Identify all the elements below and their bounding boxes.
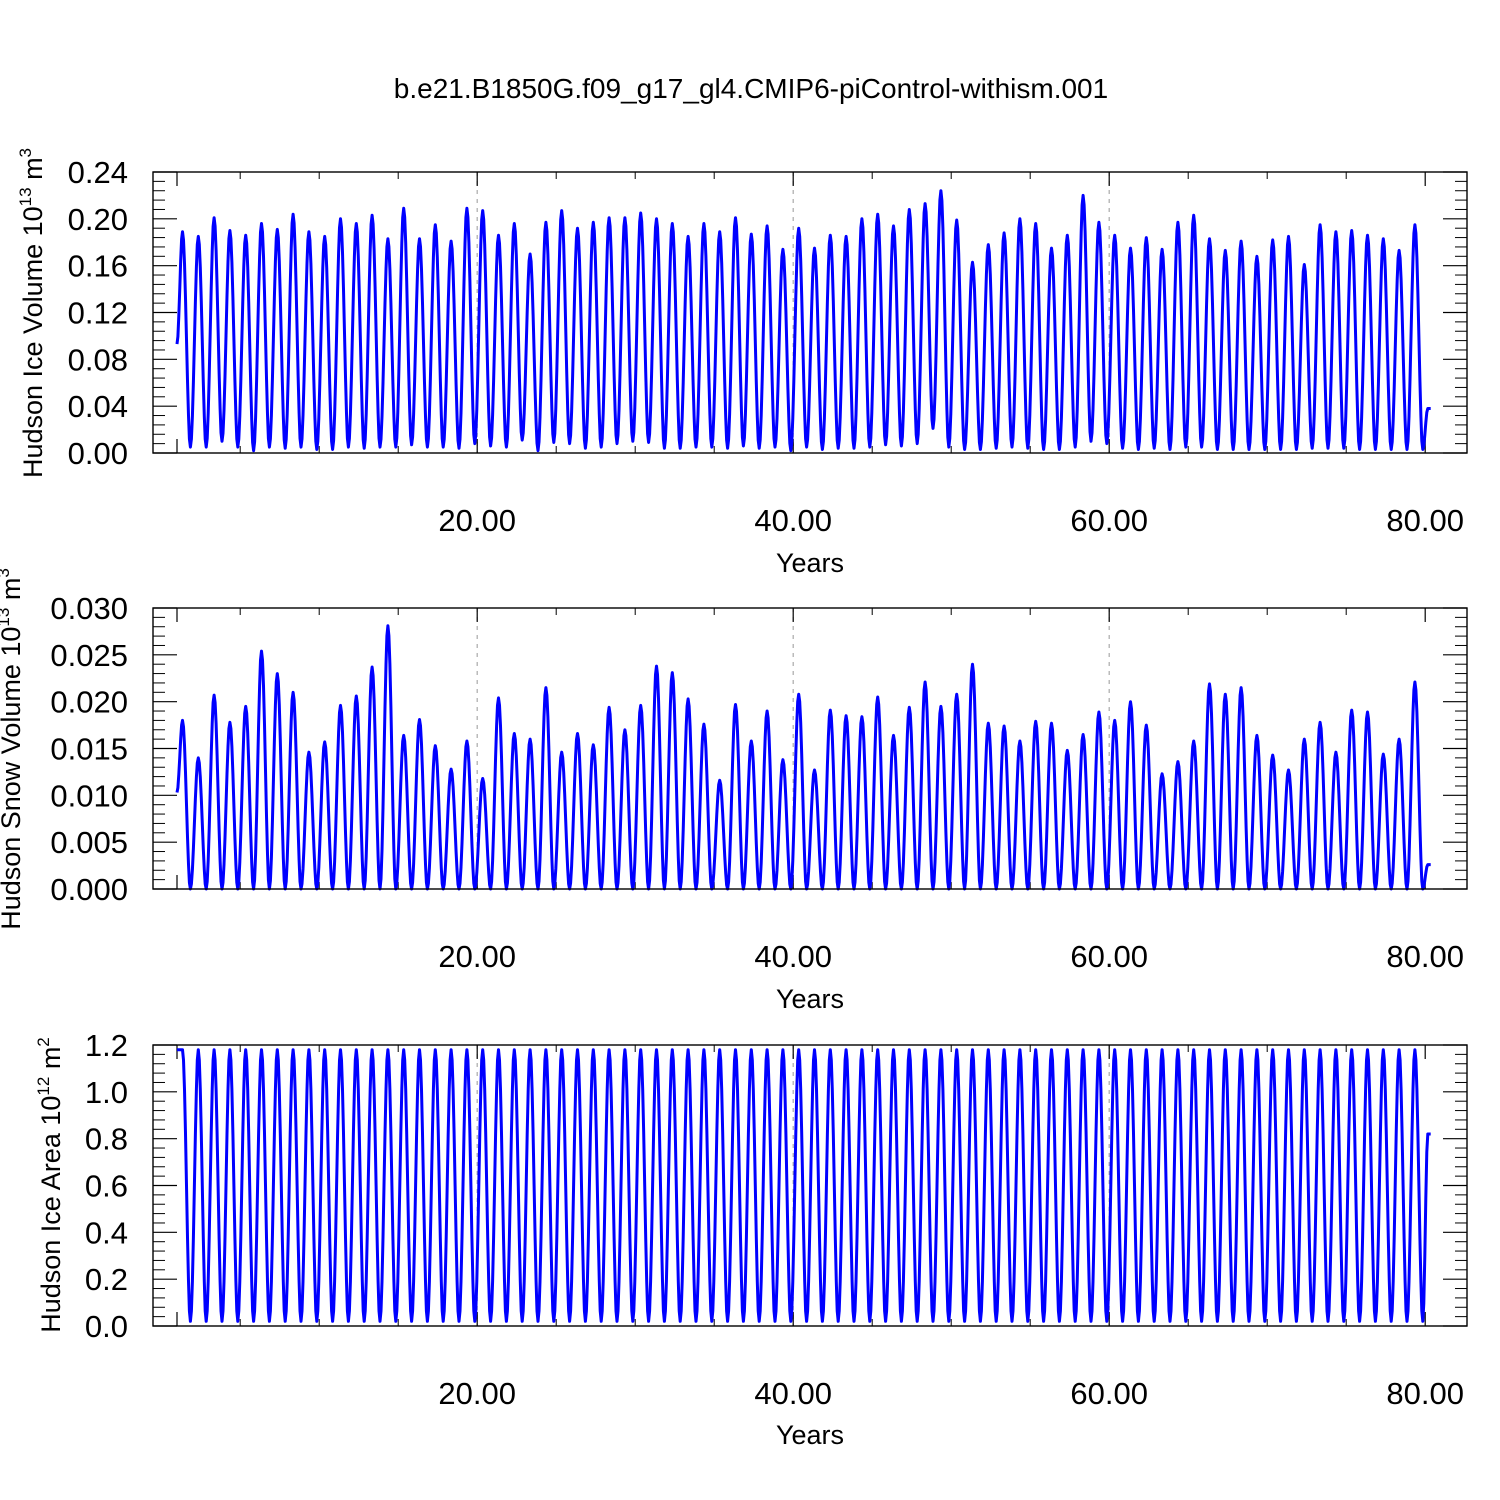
y-tick-label: 1.0 bbox=[85, 1075, 128, 1110]
x-tick-label: 80.00 bbox=[1386, 1376, 1464, 1411]
y-tick-label: 0.8 bbox=[85, 1122, 128, 1157]
x-tick-label: 60.00 bbox=[1070, 939, 1148, 974]
y-tick-label: 0.16 bbox=[68, 249, 128, 284]
y-axis-label: Hudson Snow Volume 1013 m3 bbox=[0, 568, 26, 930]
plot-frame bbox=[152, 1044, 1468, 1327]
y-axis-label: Hudson Ice Area 1012 m2 bbox=[34, 1037, 66, 1333]
panel-ice-volume: Years Hudson Ice Volume 1013 m3 20.00 40.… bbox=[16, 148, 1468, 578]
x-tick-label: 80.00 bbox=[1386, 503, 1464, 538]
y-tick-label: 0.020 bbox=[50, 685, 128, 720]
y-tick-label: 0.010 bbox=[50, 778, 128, 813]
y-tick-label: 0.12 bbox=[68, 296, 128, 331]
x-tick-label: 40.00 bbox=[754, 503, 832, 538]
y-tick-label: 0.24 bbox=[68, 155, 128, 190]
panel-ice-area: Years Hudson Ice Area 1012 m2 20.00 40.00… bbox=[34, 1028, 1468, 1450]
y-tick-label: 0.6 bbox=[85, 1169, 128, 1204]
y-tick-label: 0.025 bbox=[50, 638, 128, 673]
y-tick-label: 0.0 bbox=[85, 1309, 128, 1344]
y-tick-label: 0.2 bbox=[85, 1262, 128, 1297]
y-tick-label: 0.08 bbox=[68, 342, 128, 377]
x-tick-label: 60.00 bbox=[1070, 1376, 1148, 1411]
x-tick-label: 20.00 bbox=[438, 503, 516, 538]
y-tick-label: 0.04 bbox=[68, 389, 128, 424]
panel-snow-volume: Years Hudson Snow Volume 1013 m3 20.00 40… bbox=[0, 568, 1468, 1014]
y-tick-label: 0.015 bbox=[50, 732, 128, 767]
plot-frame bbox=[152, 171, 1468, 454]
series-line bbox=[176, 1048, 1432, 1323]
y-tick-label: 0.20 bbox=[68, 202, 128, 237]
x-tick-label: 20.00 bbox=[438, 939, 516, 974]
y-tick-label: 0.00 bbox=[68, 436, 128, 471]
plot-frame bbox=[152, 607, 1468, 890]
y-axis-label: Hudson Ice Volume 1013 m3 bbox=[16, 148, 48, 478]
x-axis-label: Years bbox=[776, 548, 844, 578]
x-tick-label: 40.00 bbox=[754, 1376, 832, 1411]
y-tick-label: 0.030 bbox=[50, 591, 128, 626]
series-line bbox=[175, 624, 1432, 891]
x-axis-label: Years bbox=[776, 1420, 844, 1450]
x-tick-label: 20.00 bbox=[438, 1376, 516, 1411]
chart-title: b.e21.B1850G.f09_g17_gl4.CMIP6-piControl… bbox=[394, 73, 1108, 104]
y-tick-label: 0.005 bbox=[50, 825, 128, 860]
series-line bbox=[175, 189, 1432, 453]
x-tick-label: 40.00 bbox=[754, 939, 832, 974]
x-axis-label: Years bbox=[776, 984, 844, 1014]
y-tick-label: 0.000 bbox=[50, 872, 128, 907]
y-tick-label: 0.4 bbox=[85, 1215, 128, 1250]
x-tick-label: 80.00 bbox=[1386, 939, 1464, 974]
y-tick-label: 1.2 bbox=[85, 1028, 128, 1063]
x-tick-label: 60.00 bbox=[1070, 503, 1148, 538]
